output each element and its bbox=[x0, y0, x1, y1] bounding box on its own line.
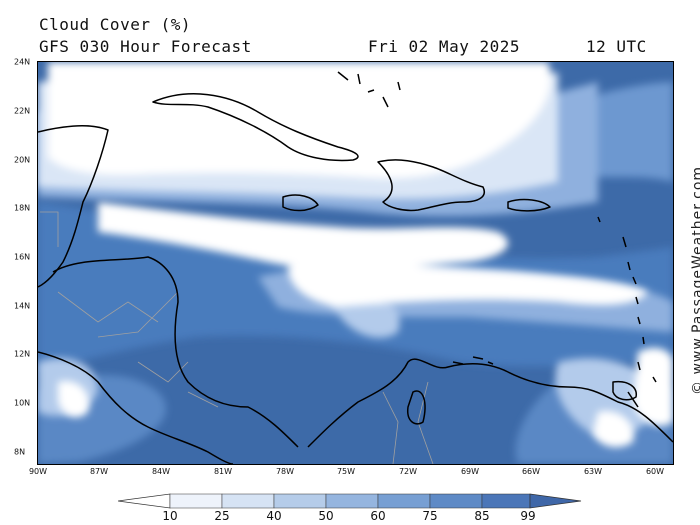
colorbar-label-75: 75 bbox=[422, 509, 438, 523]
forecast-time: 12 UTC bbox=[586, 37, 647, 56]
colorbar-segment bbox=[325, 493, 379, 509]
colorbar-segment bbox=[377, 493, 431, 509]
colorbar-label-25: 25 bbox=[214, 509, 230, 523]
credit-text: © www.PassageWeather.com bbox=[690, 165, 700, 395]
trinidad-outline bbox=[612, 380, 637, 401]
lat-label-16n: 16N bbox=[14, 252, 31, 262]
forecast-subtitle: GFS 030 Hour Forecast bbox=[39, 37, 252, 56]
lon-label-66w: 66W bbox=[521, 467, 541, 476]
cuba-outline bbox=[152, 93, 359, 162]
lon-label-90w: 90W bbox=[28, 467, 48, 476]
colorbar-arrow-left bbox=[118, 493, 171, 509]
cloud-band-clear bbox=[38, 62, 673, 448]
colorbar-label-99: 99 bbox=[520, 509, 536, 523]
lat-label-22n: 22N bbox=[14, 106, 31, 116]
lon-label-84w: 84W bbox=[151, 467, 171, 476]
colorbar-segment bbox=[273, 493, 327, 509]
lon-label-75w: 75W bbox=[336, 467, 356, 476]
lat-label-8n: 8N bbox=[14, 447, 26, 457]
colorbar-label-10: 10 bbox=[162, 509, 178, 523]
lon-label-78w: 78W bbox=[275, 467, 295, 476]
lon-label-63w: 63W bbox=[583, 467, 603, 476]
colorbar-segment bbox=[169, 493, 223, 509]
hispaniola-outline bbox=[377, 159, 485, 212]
colorbar-label-50: 50 bbox=[318, 509, 334, 523]
colorbar-label-60: 60 bbox=[370, 509, 386, 523]
cloud-cover-map bbox=[37, 61, 674, 465]
colorbar-segment bbox=[429, 493, 483, 509]
lesser-antilles bbox=[597, 216, 657, 408]
lat-label-10n: 10N bbox=[14, 398, 31, 408]
colorbar-segment bbox=[481, 493, 531, 509]
map-canvas bbox=[38, 62, 673, 464]
colorbar-segment bbox=[221, 493, 275, 509]
colorbar-arrow-right bbox=[529, 493, 582, 509]
lon-label-81w: 81W bbox=[213, 467, 233, 476]
colorbar-label-40: 40 bbox=[266, 509, 282, 523]
lon-label-69w: 69W bbox=[460, 467, 480, 476]
jamaica-outline bbox=[282, 194, 319, 212]
lake-maracaibo bbox=[407, 390, 426, 425]
puerto-rico-outline bbox=[507, 198, 551, 212]
lat-label-18n: 18N bbox=[14, 203, 31, 213]
lon-label-87w: 87W bbox=[89, 467, 109, 476]
forecast-date: Fri 02 May 2025 bbox=[368, 37, 520, 56]
color-bar bbox=[118, 493, 582, 509]
map-title: Cloud Cover (%) bbox=[39, 15, 191, 34]
lon-label-60w: 60W bbox=[645, 467, 665, 476]
lon-label-72w: 72W bbox=[398, 467, 418, 476]
lat-label-24n: 24N bbox=[14, 57, 31, 67]
lat-label-12n: 12N bbox=[14, 349, 31, 359]
lat-label-14n: 14N bbox=[14, 301, 31, 311]
central-america-north-coast bbox=[52, 256, 299, 448]
central-america-pacific-coast bbox=[38, 351, 234, 464]
south-america-coast bbox=[307, 358, 673, 448]
coastlines bbox=[38, 71, 673, 464]
colorbar-label-85: 85 bbox=[474, 509, 490, 523]
lat-label-20n: 20N bbox=[14, 155, 31, 165]
